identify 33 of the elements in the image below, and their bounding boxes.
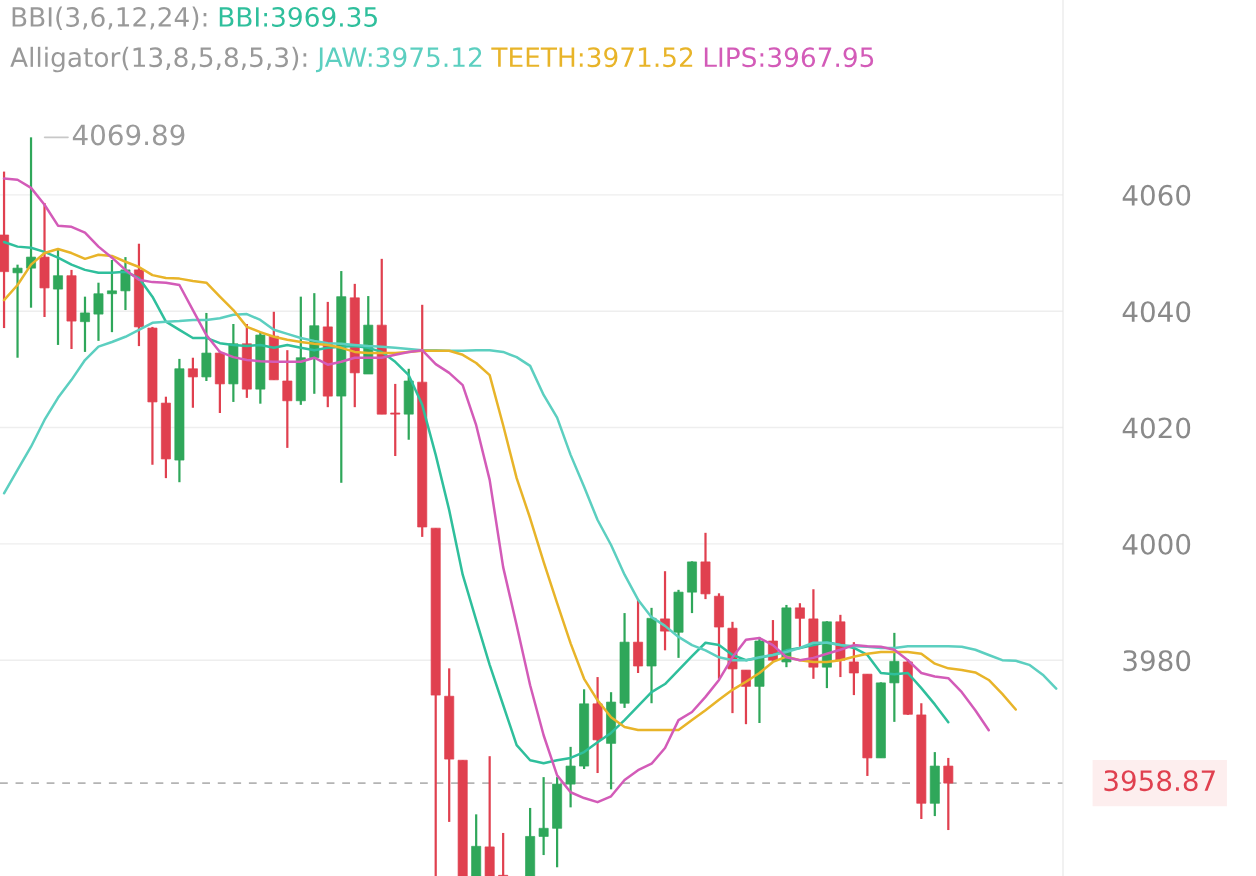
y-tick-label: 4020 xyxy=(1122,417,1191,439)
candlestick xyxy=(390,382,401,458)
line-series xyxy=(2,177,991,804)
annotation: BBI(3,6,12,24): xyxy=(12,6,207,31)
candlestick xyxy=(498,831,509,876)
candlestick xyxy=(53,249,63,347)
candlestick xyxy=(201,311,212,383)
candlestick xyxy=(93,281,104,342)
y-tick-label: 4060 xyxy=(1122,184,1191,206)
candlestick xyxy=(282,349,293,449)
text: LIPS:3967.95 xyxy=(704,47,874,68)
candlestick xyxy=(538,776,549,857)
text: TEETH:3971.52 xyxy=(491,47,693,68)
y-tick-label: 4000 xyxy=(1122,533,1191,555)
y-tick-label: 4040 xyxy=(1122,301,1191,323)
text: BBI:3969.35 xyxy=(219,6,377,27)
candlestick xyxy=(943,756,954,832)
candlestick xyxy=(565,745,576,809)
ref-line-label: 3958.87 xyxy=(1104,770,1215,792)
line-series xyxy=(2,312,1058,690)
text: JAW:3975.12 xyxy=(315,47,482,73)
candlestick xyxy=(848,641,859,697)
candlestick xyxy=(120,255,131,312)
candlestick xyxy=(187,356,198,409)
annotation: 4069.89 xyxy=(72,124,185,146)
candlestick xyxy=(12,263,23,359)
candlestick xyxy=(633,598,643,675)
candlestick xyxy=(794,602,805,648)
y-tick-label: 3980 xyxy=(1123,650,1191,672)
candlestick xyxy=(889,631,900,723)
annotation: Alligator(13,8,5,8,5,3): xyxy=(10,46,307,73)
candlestick xyxy=(107,258,117,334)
candlestick xyxy=(80,295,90,354)
